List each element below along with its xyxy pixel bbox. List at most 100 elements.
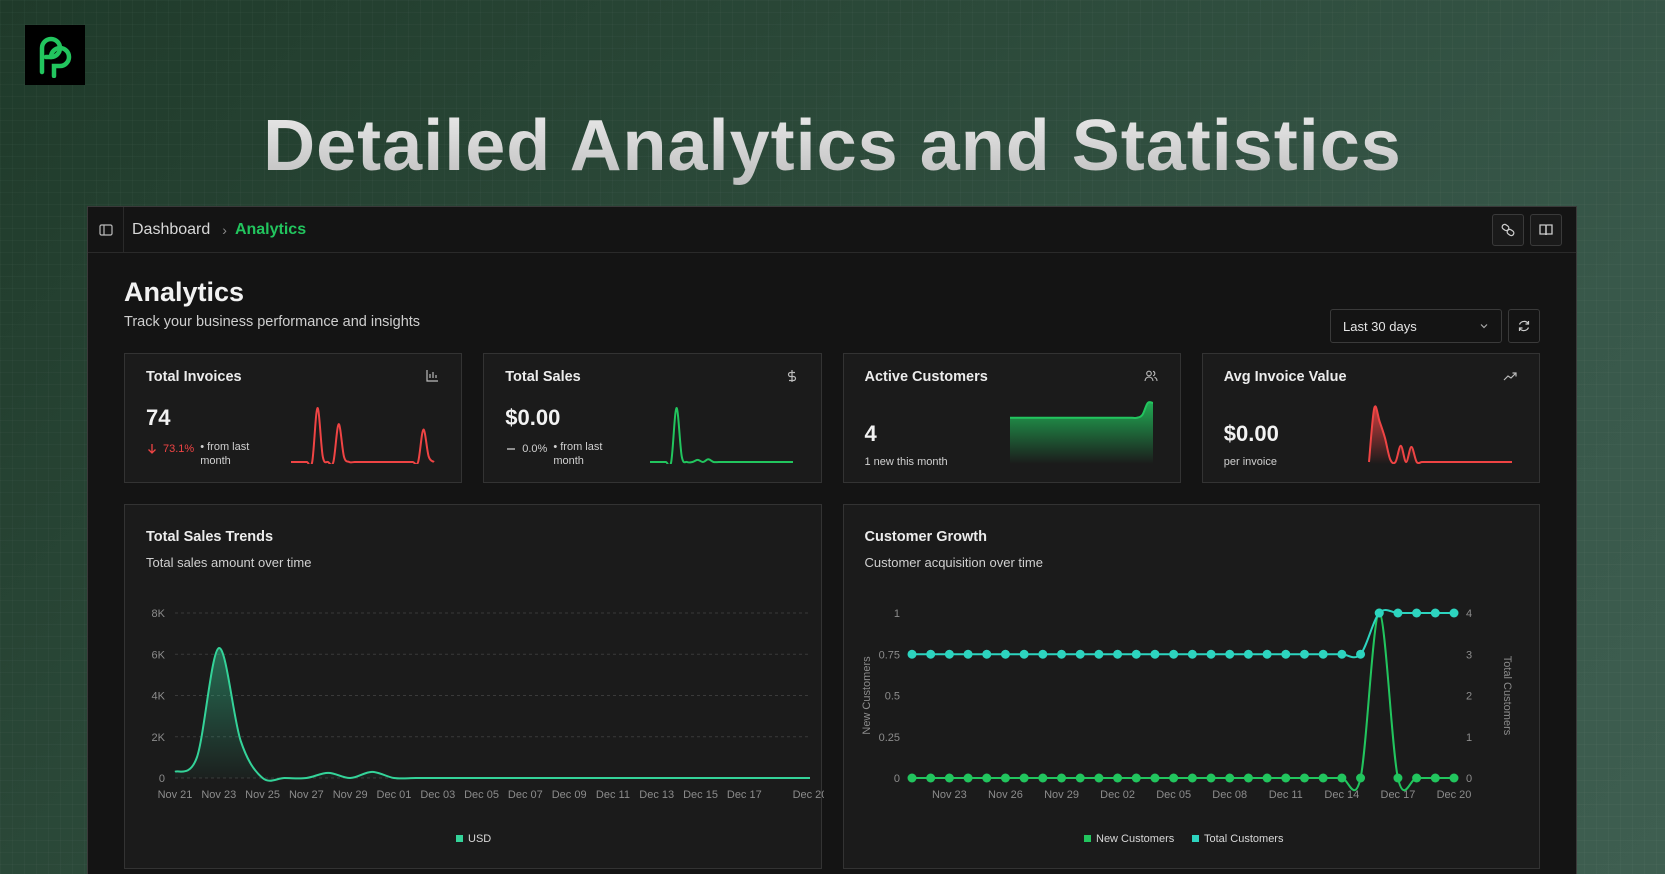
data-point-new-customers bbox=[1336, 773, 1346, 783]
chart-row: Total Sales Trends Total sales amount ov… bbox=[124, 504, 1540, 869]
data-point-total-customers bbox=[1224, 649, 1234, 659]
y-left-tick-label: 1 bbox=[893, 608, 899, 620]
top-actions bbox=[1492, 214, 1562, 246]
brand-logo[interactable] bbox=[25, 25, 85, 85]
data-point-new-customers bbox=[1000, 773, 1010, 783]
kpi-label: Total Sales bbox=[505, 369, 581, 385]
data-point-total-customers bbox=[1355, 649, 1365, 659]
x-tick-label: Dec 20 bbox=[793, 789, 824, 801]
kpi-change-label-line1: • from last bbox=[200, 441, 250, 453]
breadcrumb-analytics: Analytics bbox=[234, 220, 307, 238]
x-tick-label: Dec 01 bbox=[377, 789, 412, 801]
data-point-total-customers bbox=[1131, 649, 1141, 659]
breadcrumb-dashboard[interactable]: Dashboard bbox=[132, 220, 211, 238]
customer-growth-chart[interactable]: 0 0.25 0.5 0.75 1 0 1 2 3 4 New Customers Total Cus… bbox=[844, 505, 1543, 870]
sparkline-total-invoices bbox=[290, 406, 435, 464]
sales-trends-chart[interactable]: 0 2K 4K 6K 8K Nov 21 Nov 23 Nov 25 Nov 27 Nov 29 D… bbox=[125, 505, 824, 870]
sparkline-line bbox=[650, 406, 794, 464]
legend-label-usd: USD bbox=[468, 833, 491, 845]
kpi-sub: 1 new this month bbox=[864, 456, 948, 468]
chart-card-customer-growth: Customer Growth Customer acquisition ove… bbox=[842, 504, 1543, 870]
arrow-down-icon bbox=[148, 444, 156, 454]
kpi-card-active-customers: Active Customers 4 1 new this month bbox=[842, 353, 1181, 483]
refresh-icon bbox=[1518, 320, 1530, 332]
dollar-icon bbox=[787, 370, 796, 382]
legend-label-total-customers: Total Customers bbox=[1204, 833, 1284, 845]
sidebar-panel-icon bbox=[98, 223, 113, 236]
kpi-label: Active Customers bbox=[864, 369, 988, 385]
data-point-total-customers bbox=[1206, 649, 1216, 659]
data-point-total-customers bbox=[1000, 649, 1010, 659]
hero-title: Detailed Analytics and Statistics bbox=[0, 105, 1665, 187]
x-tick-label: Nov 27 bbox=[289, 789, 324, 801]
chart-title: Customer Growth bbox=[864, 529, 987, 545]
sparkline-line bbox=[290, 406, 435, 464]
data-point-new-customers bbox=[1037, 773, 1047, 783]
chart-subtitle: Customer acquisition over time bbox=[864, 555, 1043, 570]
data-point-new-customers bbox=[1449, 773, 1458, 783]
kpi-change-label-line2: month bbox=[553, 455, 584, 467]
breadcrumb: Dashboard › Analytics bbox=[132, 221, 306, 239]
data-point-new-customers bbox=[1093, 773, 1103, 783]
x-tick-label: Dec 11 bbox=[596, 789, 630, 801]
kpi-row: Total Invoices 74 73.1% • from last mont… bbox=[124, 353, 1540, 483]
data-point-new-customers bbox=[1075, 773, 1085, 783]
sidebar-toggle-button[interactable] bbox=[88, 207, 124, 253]
legend-swatch-new-customers bbox=[1083, 835, 1091, 842]
data-point-new-customers bbox=[1206, 773, 1216, 783]
docs-button[interactable] bbox=[1530, 214, 1562, 246]
sparkline-line bbox=[1367, 405, 1512, 464]
data-point-new-customers bbox=[1299, 773, 1309, 783]
link-button[interactable] bbox=[1492, 214, 1524, 246]
data-point-total-customers bbox=[1299, 649, 1309, 659]
kpi-label: Total Invoices bbox=[146, 369, 242, 385]
x-tick-label: Dec 02 bbox=[1100, 789, 1135, 801]
y-tick-label: 6K bbox=[152, 649, 166, 661]
data-point-new-customers bbox=[1187, 773, 1197, 783]
main-content: Analytics Track your business performanc… bbox=[88, 277, 1576, 869]
data-point-total-customers bbox=[1262, 649, 1272, 659]
page-subtitle: Track your business performance and insi… bbox=[124, 314, 421, 330]
x-tick-label: Nov 29 bbox=[333, 789, 368, 801]
users-icon bbox=[1144, 370, 1158, 382]
kpi-card-total-sales: Total Sales $0.00 0.0% • from last month bbox=[483, 353, 822, 483]
data-point-new-customers bbox=[1149, 773, 1159, 783]
x-tick-label: Dec 07 bbox=[508, 789, 543, 801]
kpi-change: 73.1% • from last month bbox=[146, 440, 440, 468]
kpi-value: 74 bbox=[146, 405, 171, 430]
data-point-total-customers bbox=[1318, 649, 1328, 659]
y-right-tick-label: 4 bbox=[1466, 608, 1472, 620]
paperplane-logo-icon bbox=[39, 36, 72, 78]
kpi-change: 0.0% • from last month bbox=[505, 440, 799, 468]
data-point-total-customers bbox=[1411, 608, 1421, 618]
app-window: Dashboard › Analytics Analytics Track yo… bbox=[87, 206, 1577, 874]
x-tick-label: Nov 26 bbox=[988, 789, 1023, 801]
x-tick-label: Dec 17 bbox=[1380, 789, 1415, 801]
chart-title: Total Sales Trends bbox=[146, 529, 274, 545]
chart-card-total-sales-trends: Total Sales Trends Total sales amount ov… bbox=[124, 504, 824, 870]
y-tick-label: 0 bbox=[159, 773, 165, 785]
data-point-total-customers bbox=[1187, 649, 1197, 659]
kpi-label: Avg Invoice Value bbox=[1223, 369, 1347, 385]
kpi-card-avg-invoice-value: Avg Invoice Value $0.00 per invoice bbox=[1201, 353, 1540, 483]
legend-swatch-usd bbox=[456, 835, 463, 842]
date-range-select[interactable]: Last 30 days bbox=[1330, 309, 1502, 343]
sparkline-active-customers bbox=[1009, 401, 1153, 464]
kpi-value: $0.00 bbox=[1223, 421, 1279, 446]
data-point-new-customers bbox=[1168, 773, 1178, 783]
legend-swatch-total-customers bbox=[1191, 835, 1199, 842]
refresh-button[interactable] bbox=[1508, 309, 1540, 343]
data-point-new-customers bbox=[1262, 773, 1272, 783]
x-tick-label: Dec 11 bbox=[1268, 789, 1302, 801]
data-point-new-customers bbox=[944, 773, 954, 783]
data-point-new-customers bbox=[925, 773, 935, 783]
data-point-new-customers bbox=[1243, 773, 1253, 783]
trending-up-icon bbox=[1503, 372, 1517, 381]
data-point-new-customers bbox=[1318, 773, 1328, 783]
book-icon bbox=[1539, 224, 1553, 236]
data-point-total-customers bbox=[1374, 608, 1384, 618]
dash-icon bbox=[507, 448, 516, 450]
data-point-total-customers bbox=[1037, 649, 1047, 659]
data-point-total-customers bbox=[963, 649, 973, 659]
data-point-total-customers bbox=[1392, 608, 1402, 618]
